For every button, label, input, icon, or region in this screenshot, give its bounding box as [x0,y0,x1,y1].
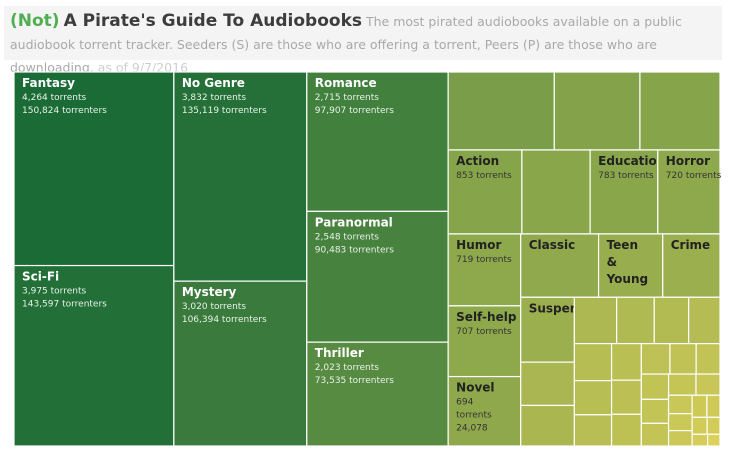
tile-label-humor: Humor [456,238,501,252]
tile-label-sci-fi: Sci-Fi [22,270,59,284]
tile-value-action: 853 torrents [456,171,512,181]
treemap-tile-unlabeled-47[interactable] [706,416,721,435]
tile-value-horror: 720 torrents [666,171,722,181]
treemap-tile-suspense[interactable] [520,296,575,363]
treemap-tile-unlabeled-33[interactable] [640,343,671,375]
tile-label-mystery: Mystery [182,285,237,299]
treemap-tile-unlabeled-23[interactable] [573,296,618,345]
treemap-tile-unlabeled-44[interactable] [691,394,708,418]
tile-label-crime: Crime [671,238,710,252]
treemap-tile-unlabeled-31[interactable] [610,379,642,415]
tile-label-romance: Romance [315,76,377,90]
header-text: (Not) A Pirate's Guide To Audiobooks The… [4,6,722,79]
treemap-tile-mystery[interactable] [173,280,308,447]
treemap-tile-unlabeled-41[interactable] [667,394,693,415]
treemap-tile-unlabeled-24[interactable] [616,296,655,345]
tile-value-no-genre: 135,119 torrenters [182,106,267,116]
tile-value-paranormal: 90,483 torrenters [315,245,394,255]
treemap-tile-unlabeled-43[interactable] [667,430,693,447]
tile-label-self-help: Self-help [456,310,517,324]
treemap-tile-unlabeled-11[interactable] [521,149,591,235]
tile-label-thriller: Thriller [315,346,364,360]
tile-label-teen-young: Teen & Young [606,238,649,286]
tile-value-romance: 97,907 torrenters [315,106,394,116]
tile-value-humor: 719 torrents [456,255,512,265]
treemap-tile-unlabeled-38[interactable] [640,422,670,447]
treemap-tile-thriller[interactable] [306,341,449,447]
tile-value-no-genre: 3,832 torrents [182,93,246,103]
treemap-tile-unlabeled-46[interactable] [691,416,708,435]
treemap-tile-sci-fi[interactable] [13,264,175,447]
tile-value-novel: torrents [456,411,492,421]
tile-label-classic: Classic [529,238,576,252]
treemap-tile-unlabeled-35[interactable] [695,343,721,375]
tile-value-mystery: 3,020 torrents [182,302,246,312]
treemap-tile-unlabeled-27[interactable] [573,343,613,382]
treemap-tile-horror[interactable] [657,149,721,235]
treemap-tile-paranormal[interactable] [306,210,449,343]
treemap-tile-fantasy[interactable] [13,71,175,267]
treemap-tile-unlabeled-30[interactable] [610,343,642,381]
tile-value-self-help: 707 torrents [456,327,512,337]
tile-value-mystery: 106,394 torrenters [182,315,267,325]
tile-value-romance: 2,715 torrents [315,93,379,103]
data-date: as of 9/7/2016 [97,60,189,75]
treemap-tile-crime[interactable] [662,233,721,298]
treemap-tile-unlabeled-32[interactable] [610,413,642,447]
tile-value-education: 783 torrents [598,171,654,181]
tile-value-novel: 694 [456,398,473,408]
treemap-tile-teen-young[interactable] [597,233,664,298]
treemap-tile-unlabeled-22[interactable] [520,404,575,447]
treemap-tile-unlabeled-26[interactable] [688,296,721,345]
tile-label-paranormal: Paranormal [315,215,393,229]
treemap-tile-unlabeled-28[interactable] [573,380,613,416]
treemap-tile-unlabeled-48[interactable] [691,433,709,447]
treemap-tile-unlabeled-39[interactable] [667,373,697,396]
treemap-tile-unlabeled-36[interactable] [640,373,670,400]
treemap-tile-unlabeled-9[interactable] [639,71,721,151]
tile-value-sci-fi: 3,975 torrents [22,287,86,297]
tile-value-fantasy: 150,824 torrenters [22,106,107,116]
tile-label-no-genre: No Genre [182,76,245,90]
treemap-tile-unlabeled-21[interactable] [520,361,575,407]
header-lead: (Not) [10,11,60,31]
tile-label-novel: Novel [456,381,494,395]
treemap-tile-no-genre[interactable] [173,71,308,282]
treemap-tile-unlabeled-40[interactable] [695,373,721,396]
treemap-tile-education[interactable] [589,149,659,235]
tile-label-fantasy: Fantasy [22,76,75,90]
treemap-tile-unlabeled-29[interactable] [573,414,613,447]
tile-label-education: Education [598,154,665,168]
chart-description: The most pirated audiobooks available on… [10,14,682,75]
treemap-tile-unlabeled-45[interactable] [706,394,721,418]
treemap-tile-novel[interactable] [447,375,522,447]
tile-label-horror: Horror [666,154,710,168]
chart-title: A Pirate's Guide To Audiobooks [63,11,363,31]
tile-label-action: Action [456,154,499,168]
treemap-tile-unlabeled-37[interactable] [640,398,670,424]
treemap-tile-unlabeled-42[interactable] [667,413,693,432]
treemap-tile-unlabeled-25[interactable] [653,296,690,345]
tile-value-novel: 24,078 [456,424,488,434]
treemap-tile-unlabeled-7[interactable] [447,71,555,151]
tile-value-thriller: 2,023 torrents [315,363,379,373]
tile-value-paranormal: 2,548 torrents [315,232,379,242]
tile-value-fantasy: 4,264 torrents [22,93,86,103]
treemap-tile-unlabeled-49[interactable] [707,433,721,447]
treemap-tile-unlabeled-34[interactable] [669,343,697,375]
chart-header: (Not) A Pirate's Guide To Audiobooks The… [4,6,722,75]
tile-value-sci-fi: 143,597 torrenters [22,300,107,310]
treemap-tile-humor[interactable] [447,233,522,307]
tile-value-thriller: 73,535 torrenters [315,376,394,386]
treemap-tile-unlabeled-8[interactable] [553,71,641,151]
